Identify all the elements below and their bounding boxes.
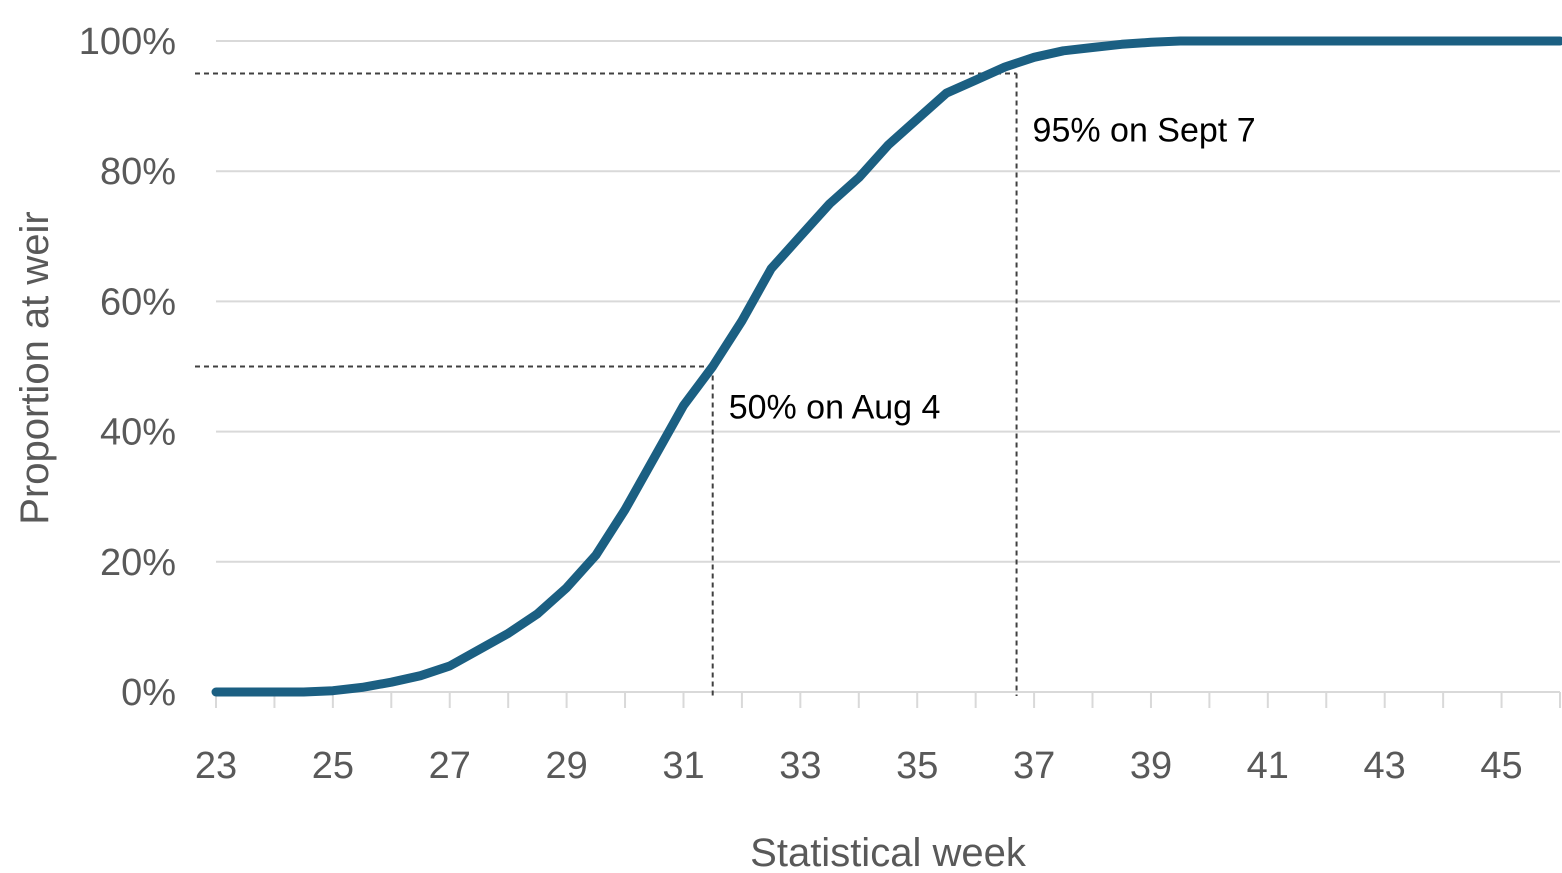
y-tick-label: 0% — [121, 672, 176, 714]
x-tick-label: 31 — [662, 745, 704, 787]
reference-lines — [195, 72, 1018, 696]
x-tick-label: 25 — [312, 745, 354, 787]
x-tick-label: 27 — [429, 745, 471, 787]
grid-lines — [216, 40, 1560, 693]
x-tick-label: 43 — [1364, 745, 1406, 787]
x-tick-label: 29 — [545, 745, 587, 787]
y-tick-label: 60% — [100, 281, 176, 323]
x-tick-label: 39 — [1130, 745, 1172, 787]
annotation-label: 50% on Aug 4 — [729, 389, 941, 427]
series-layer — [211, 36, 1562, 697]
x-axis-title: Statistical week — [750, 831, 1027, 873]
y-tick-label: 100% — [79, 21, 176, 63]
x-tick-label: 33 — [779, 745, 821, 787]
y-axis-title: Proportion at weir — [13, 211, 57, 524]
x-tick-label: 23 — [195, 745, 237, 787]
annotations: 50% on Aug 4 95% on Sept 7 — [729, 112, 1256, 427]
cumulative-proportion-line — [211, 36, 1562, 697]
y-tick-label: 80% — [100, 151, 176, 193]
annotation-label: 95% on Sept 7 — [1033, 112, 1256, 150]
x-tick-label: 41 — [1247, 745, 1289, 787]
x-tick-label: 45 — [1480, 745, 1522, 787]
x-tick-labels: 23 25 27 29 31 33 35 37 39 41 43 45 — [195, 745, 1523, 787]
y-tick-label: 20% — [100, 542, 176, 584]
y-tick-label: 40% — [100, 412, 176, 454]
x-tick-label: 37 — [1013, 745, 1055, 787]
x-tick-marks — [215, 692, 1561, 708]
x-tick-label: 35 — [896, 745, 938, 787]
y-tick-labels: 0% 20% 40% 60% 80% 100% — [79, 21, 176, 714]
